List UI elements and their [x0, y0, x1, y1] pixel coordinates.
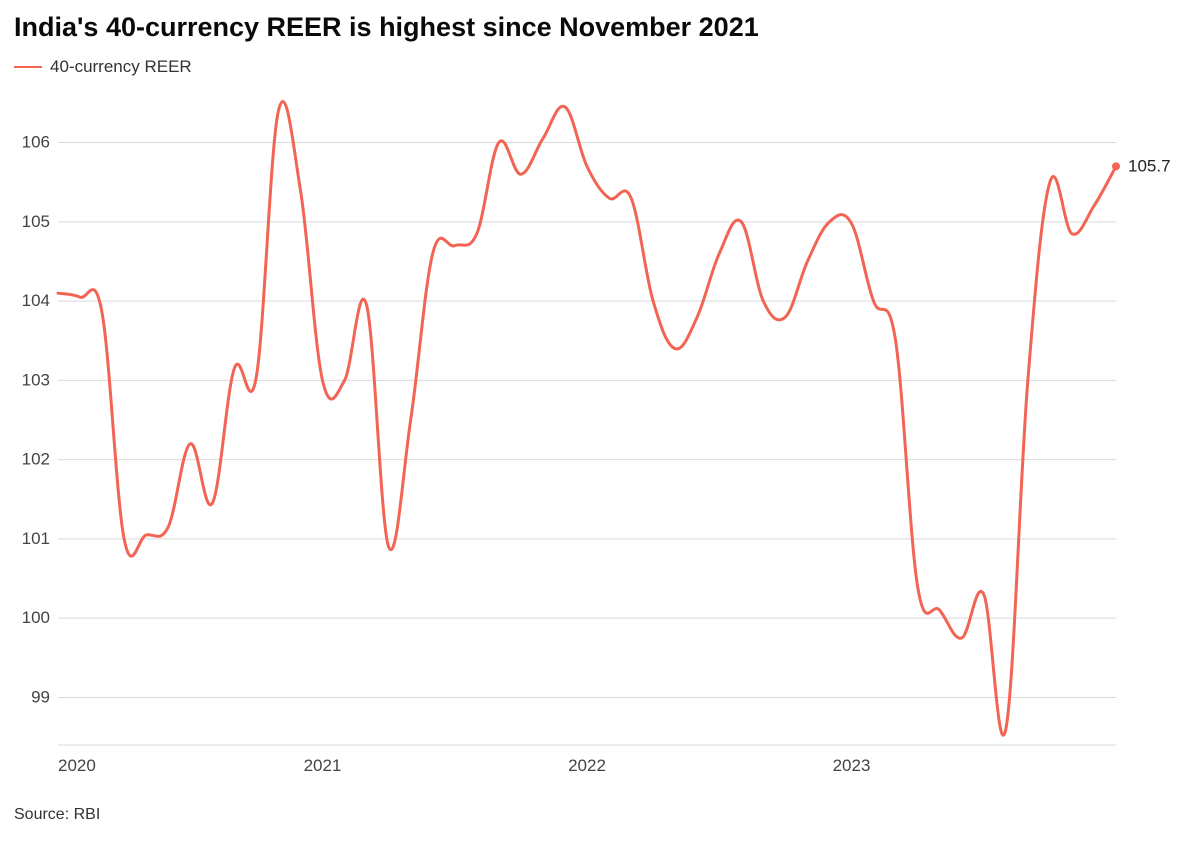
chart-svg: 99 100 101 102 103 104 105 106 2020 2021 2022 2023 1… [14, 85, 1186, 785]
svg-text:103: 103 [22, 370, 50, 389]
svg-text:105: 105 [22, 212, 50, 231]
legend-label: 40-currency REER [50, 57, 192, 77]
line-chart: 99 100 101 102 103 104 105 106 2020 2021 2022 2023 1… [14, 85, 1186, 790]
svg-text:101: 101 [22, 529, 50, 548]
svg-text:102: 102 [22, 450, 50, 469]
svg-text:104: 104 [22, 291, 50, 310]
svg-text:2022: 2022 [568, 756, 606, 775]
svg-text:2023: 2023 [833, 756, 871, 775]
svg-text:105.7: 105.7 [1128, 156, 1171, 175]
chart-title: India's 40-currency REER is highest sinc… [14, 12, 1186, 43]
svg-text:100: 100 [22, 608, 50, 627]
svg-text:2020: 2020 [58, 756, 96, 775]
legend-line-swatch [14, 66, 42, 68]
svg-text:99: 99 [31, 687, 50, 706]
svg-text:2021: 2021 [304, 756, 342, 775]
source-text: Source: RBI [14, 806, 1186, 824]
legend: 40-currency REER [14, 57, 1186, 77]
svg-text:106: 106 [22, 133, 50, 152]
